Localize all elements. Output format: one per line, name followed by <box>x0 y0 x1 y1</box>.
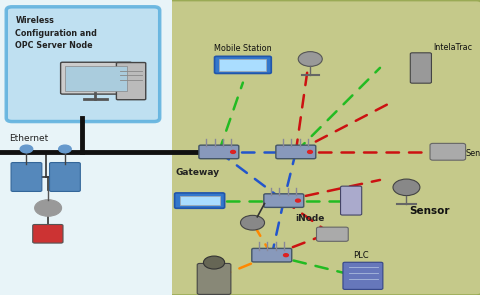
Circle shape <box>203 256 224 269</box>
Text: Sensor: Sensor <box>408 206 448 216</box>
FancyBboxPatch shape <box>219 59 266 71</box>
FancyBboxPatch shape <box>49 163 80 191</box>
Circle shape <box>59 145 71 153</box>
Text: Ethernet: Ethernet <box>10 134 49 143</box>
Circle shape <box>283 254 288 257</box>
FancyBboxPatch shape <box>252 248 291 262</box>
Circle shape <box>35 200 61 216</box>
FancyBboxPatch shape <box>180 196 220 205</box>
FancyBboxPatch shape <box>429 143 465 160</box>
FancyBboxPatch shape <box>340 186 361 215</box>
FancyBboxPatch shape <box>6 7 159 122</box>
Circle shape <box>298 52 322 66</box>
Text: Sensor: Sensor <box>465 149 480 158</box>
FancyBboxPatch shape <box>214 56 271 73</box>
FancyBboxPatch shape <box>165 0 480 295</box>
FancyBboxPatch shape <box>116 63 145 100</box>
FancyBboxPatch shape <box>197 263 230 294</box>
Bar <box>0 0 172 295</box>
FancyBboxPatch shape <box>316 227 348 241</box>
FancyBboxPatch shape <box>60 62 132 94</box>
Text: IntelaTrac: IntelaTrac <box>432 42 471 52</box>
Circle shape <box>240 215 264 230</box>
Text: Mobile Station: Mobile Station <box>214 43 271 53</box>
FancyBboxPatch shape <box>33 224 63 243</box>
Text: Gateway: Gateway <box>175 168 219 177</box>
Text: Wireless
Configuration and
OPC Server Node: Wireless Configuration and OPC Server No… <box>15 16 97 50</box>
Circle shape <box>230 150 235 153</box>
FancyBboxPatch shape <box>409 53 431 83</box>
FancyBboxPatch shape <box>199 145 238 159</box>
Text: iNode: iNode <box>295 214 324 223</box>
FancyBboxPatch shape <box>11 163 42 191</box>
FancyBboxPatch shape <box>174 193 224 208</box>
Circle shape <box>307 150 312 153</box>
Circle shape <box>392 179 419 196</box>
Circle shape <box>20 145 33 153</box>
Circle shape <box>295 199 300 202</box>
FancyBboxPatch shape <box>65 66 127 91</box>
FancyBboxPatch shape <box>342 262 382 289</box>
Text: PLC: PLC <box>352 251 368 260</box>
FancyBboxPatch shape <box>276 145 315 159</box>
FancyBboxPatch shape <box>263 194 303 207</box>
